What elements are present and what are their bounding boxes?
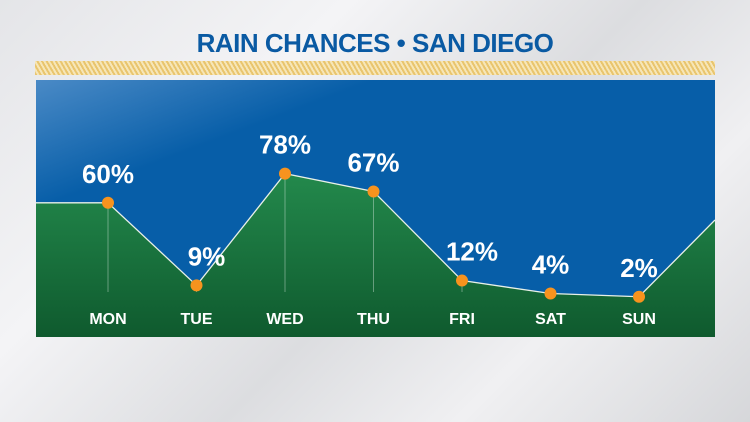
data-label: 67%: [347, 147, 399, 177]
data-label: 78%: [259, 130, 311, 160]
decorative-stripe: [35, 61, 715, 75]
data-label: 12%: [446, 237, 498, 267]
data-point: [190, 279, 203, 292]
day-label: FRI: [449, 311, 475, 328]
data-label: 9%: [188, 241, 226, 271]
page-title: RAIN CHANCES • SAN DIEGO: [196, 28, 554, 58]
day-label: WED: [266, 311, 303, 328]
data-point: [367, 185, 380, 198]
rain-chance-chart: 60% MON 9% TUE 78% WED 67% THU 12% FRI 4% SAT 2% SUN: [36, 80, 715, 337]
data-label: 60%: [82, 159, 134, 189]
data-point: [279, 167, 291, 180]
day-label: SAT: [535, 311, 566, 328]
data-label: 2%: [620, 253, 658, 283]
data-point: [102, 196, 114, 209]
data-point: [544, 287, 557, 300]
data-point: [456, 274, 468, 287]
day-label: SUN: [622, 311, 656, 328]
day-label: TUE: [181, 311, 213, 328]
data-point: [633, 290, 645, 303]
day-label: THU: [357, 311, 390, 328]
data-label: 4%: [532, 250, 570, 280]
day-label: MON: [89, 311, 126, 328]
